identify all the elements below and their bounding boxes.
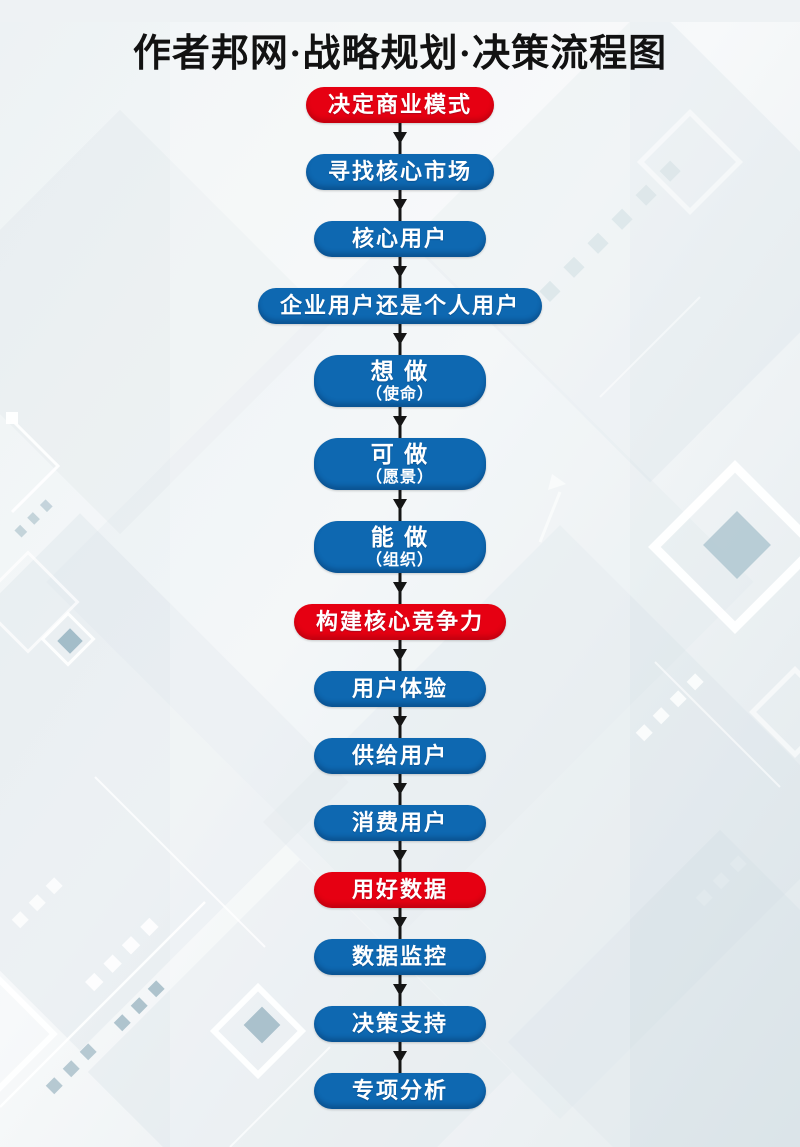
flow-step-box: 数据监控 [314, 939, 486, 975]
flow-step-box: 可 做（愿景） [314, 438, 486, 490]
flow-step-label: 可 做 [370, 440, 430, 467]
flow-step-label: 构建核心竞争力 [315, 609, 484, 634]
flow-step-label: 用户体验 [351, 676, 448, 701]
arrow-head [393, 582, 407, 594]
arrow-down-icon [392, 257, 408, 288]
page: 作者邦网·战略规划·决策流程图 决定商业模式 寻找核心市场 核心用户企业用户还是个人… [0, 22, 800, 1147]
flow-step-box: 决定商业模式 [305, 87, 494, 123]
flow-step-box: 供给用户 [314, 738, 486, 774]
flow-step-box: 用好数据 [314, 872, 486, 908]
flowchart: 决定商业模式 寻找核心市场 核心用户 企业用户还是个人用户想 做（使命）可 做（愿景）… [0, 87, 800, 1109]
arrow-head [393, 266, 407, 278]
arrow-head [393, 499, 407, 511]
arrow-head [393, 783, 407, 795]
flow-step-label: 专项分析 [351, 1078, 448, 1103]
flow-step-label: 企业用户还是个人用户 [279, 293, 520, 318]
arrow-down-icon [392, 975, 408, 1006]
flow-step-label: 数据监控 [351, 944, 448, 969]
flow-step-sublabel: （愿景） [365, 468, 434, 486]
arrow-down-icon [392, 841, 408, 872]
flow-step-box: 想 做（使命） [314, 355, 486, 407]
arrow-down-icon [392, 707, 408, 738]
flow-step-label: 决定商业模式 [327, 92, 472, 117]
flow-step-box: 专项分析 [314, 1073, 486, 1109]
flow-step-label: 供给用户 [351, 743, 448, 768]
arrow-head [393, 850, 407, 862]
flow-step-label: 决策支持 [351, 1011, 448, 1036]
flow-step-label: 想 做 [370, 357, 430, 384]
arrow-head [393, 716, 407, 728]
arrow-down-icon [392, 407, 408, 438]
flow-step-sublabel: （使命） [365, 385, 434, 403]
page-title: 作者邦网·战略规划·决策流程图 [132, 33, 668, 75]
flow-step-box: 能 做（组织） [314, 521, 486, 573]
arrow-head [393, 1051, 407, 1063]
arrow-down-icon [392, 123, 408, 154]
flow-step-label: 寻找核心市场 [327, 159, 472, 184]
flow-step-box: 用户体验 [314, 671, 486, 707]
arrow-down-icon [392, 190, 408, 221]
flow-step-label: 用好数据 [351, 877, 448, 902]
arrow-down-icon [392, 908, 408, 939]
arrow-head [393, 333, 407, 345]
arrow-head [393, 199, 407, 211]
arrow-head [393, 416, 407, 428]
flow-step-label: 消费用户 [351, 810, 448, 835]
flow-step-sublabel: （组织） [365, 551, 434, 569]
flow-step-label: 核心用户 [351, 226, 448, 251]
arrow-down-icon [392, 1042, 408, 1073]
flow-step-box: 企业用户还是个人用户 [257, 288, 542, 324]
arrow-head [393, 984, 407, 996]
arrow-down-icon [392, 573, 408, 604]
flow-step-box: 核心用户 [314, 221, 486, 257]
arrow-head [393, 917, 407, 929]
flow-step-label: 能 做 [370, 523, 430, 550]
flow-step-box: 消费用户 [314, 805, 486, 841]
arrow-down-icon [392, 324, 408, 355]
flow-step-box: 决策支持 [314, 1006, 486, 1042]
arrow-down-icon [392, 490, 408, 521]
arrow-down-icon [392, 774, 408, 805]
arrow-head [393, 132, 407, 144]
arrow-down-icon [392, 640, 408, 671]
arrow-head [393, 649, 407, 661]
flow-step-box: 寻找核心市场 [305, 154, 494, 190]
flow-step-box: 构建核心竞争力 [293, 604, 506, 640]
